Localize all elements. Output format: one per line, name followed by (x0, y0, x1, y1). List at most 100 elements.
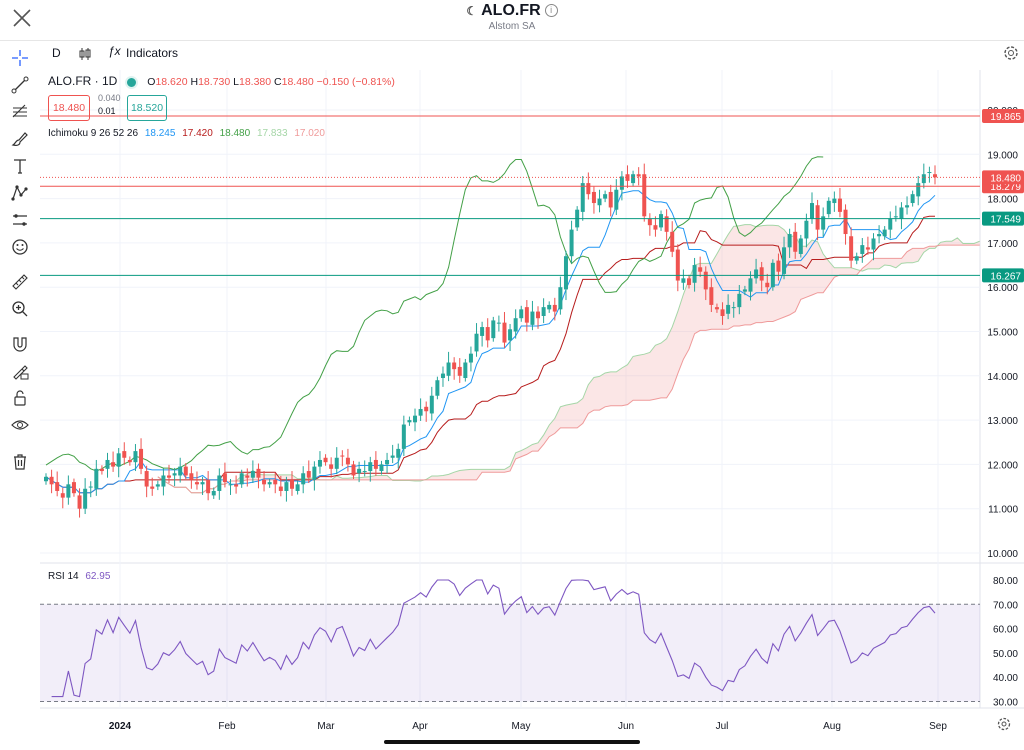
candle-body (698, 267, 703, 272)
candle-body (413, 415, 418, 423)
fib-icon[interactable] (10, 102, 30, 122)
info-icon[interactable]: i (544, 4, 558, 18)
close-icon[interactable] (10, 6, 34, 30)
candle-body (116, 453, 121, 467)
candle-body (60, 493, 65, 498)
price-tick-label: 16.000 (987, 283, 1018, 294)
candle-body (222, 473, 227, 483)
time-tick-label: Apr (412, 721, 428, 732)
measure-icon[interactable] (10, 210, 30, 230)
quantity-value: 0.01 (98, 106, 116, 116)
price-tick-label: 10.000 (987, 549, 1018, 560)
candle-body (239, 473, 244, 485)
eye-icon[interactable] (10, 415, 30, 435)
candle-body (714, 307, 719, 310)
candle-body (250, 471, 255, 478)
candle-body (519, 309, 524, 319)
magnet-icon[interactable] (10, 334, 30, 354)
candle-body (916, 183, 921, 197)
rsi-line (51, 579, 936, 698)
rsi-tick-label: 40.00 (993, 673, 1018, 684)
candle-body (99, 468, 104, 472)
change-value: −0.150 (−0.81%) (316, 76, 395, 88)
candles-icon[interactable] (78, 47, 92, 61)
candle-body (787, 234, 792, 248)
time-tick-label: Mar (317, 721, 335, 732)
candle-body (642, 174, 647, 217)
low-label: L (233, 76, 239, 88)
rsi-tick-label: 60.00 (993, 625, 1018, 636)
time-tick-label: Sep (929, 721, 947, 732)
candle-body (183, 466, 188, 476)
candle-body (362, 471, 367, 473)
ruler-icon[interactable] (10, 272, 30, 292)
candle-body (418, 409, 423, 416)
candle-body (670, 231, 675, 252)
fx-icon[interactable]: ƒx (108, 44, 121, 58)
candle-body (854, 256, 859, 261)
candle-body (306, 471, 311, 478)
candle-body (485, 327, 490, 341)
candle-body (899, 207, 904, 219)
market-status-icon (125, 75, 139, 89)
candle-body (815, 205, 820, 230)
zoom-icon[interactable] (10, 299, 30, 319)
brush-icon[interactable] (10, 129, 30, 149)
candle-body (334, 457, 339, 469)
price-label-text: 17.549 (990, 215, 1021, 226)
gear-icon[interactable] (1002, 44, 1020, 62)
candle-body (871, 238, 876, 250)
chart-settings-icon[interactable] (996, 716, 1012, 732)
rsi-value: 62.95 (85, 571, 111, 582)
candle-body (474, 333, 479, 352)
candle-body (608, 191, 613, 208)
indicators-button[interactable]: Indicators (126, 46, 179, 60)
trash-icon[interactable] (10, 452, 30, 472)
price-tick-label: 15.000 (987, 328, 1018, 339)
candle-body (407, 420, 412, 423)
candle-body (798, 238, 803, 254)
candle-body (161, 475, 166, 487)
candle-body (631, 174, 636, 184)
price-tick-label: 13.000 (987, 416, 1018, 427)
text-icon[interactable] (10, 156, 30, 176)
candle-body (200, 482, 205, 485)
candle-body (211, 490, 216, 496)
ichimoku-span-b: 17.020 (294, 128, 325, 139)
ichimoku-lagging-line (45, 156, 824, 472)
candle-body (245, 475, 250, 478)
candle-body (910, 194, 915, 204)
rsi-label: RSI 14 (48, 571, 79, 582)
sell-button[interactable]: 18.480 (48, 95, 90, 121)
top-header: ☾ ALO.FR i Alstom SA (0, 0, 1024, 41)
candle-body (373, 459, 378, 469)
candle-body (888, 218, 893, 230)
lock-icon[interactable] (10, 388, 30, 408)
time-tick-label: Feb (218, 721, 236, 732)
candle-body (111, 462, 116, 467)
candle-body (178, 466, 183, 476)
candle-body (675, 249, 680, 281)
legend-symbol: ALO.FR · 1D (48, 74, 118, 88)
price-label-box (982, 108, 1024, 123)
candle-body (558, 287, 563, 310)
candle-body (167, 475, 172, 478)
emoji-icon[interactable] (10, 237, 30, 257)
candle-body (536, 311, 541, 319)
candle-body (603, 194, 608, 199)
candle-body (401, 424, 406, 449)
interval-button[interactable]: D (52, 46, 61, 60)
candle-body (513, 318, 518, 332)
market-closed-icon: ☾ (466, 4, 478, 18)
pattern-icon[interactable] (10, 183, 30, 203)
ichimoku-lagging: 18.480 (219, 128, 251, 139)
candle-body (726, 304, 731, 314)
trendline-icon[interactable] (10, 75, 30, 95)
candle-body (530, 311, 535, 325)
crosshair-icon[interactable] (10, 48, 30, 68)
candle-body (826, 200, 831, 215)
lock-drawing-icon[interactable] (10, 361, 30, 381)
price-label-text: 18.480 (990, 173, 1021, 184)
buy-button[interactable]: 18.520 (127, 95, 167, 121)
